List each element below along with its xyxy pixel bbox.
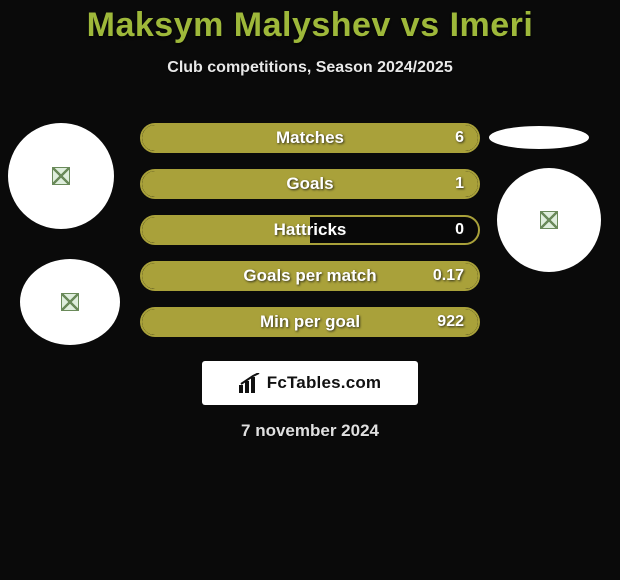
stat-value: 0.17 — [433, 267, 464, 285]
brand-text: FcTables.com — [267, 373, 382, 393]
stat-value: 1 — [455, 175, 464, 193]
stat-value: 922 — [437, 313, 464, 331]
stat-value: 0 — [455, 221, 464, 239]
stat-label: Hattricks — [274, 220, 347, 240]
avatar-placeholder-left-1 — [8, 123, 114, 229]
broken-image-icon — [52, 167, 70, 185]
broken-image-icon — [540, 211, 558, 229]
stat-row: Min per goal 922 — [140, 307, 480, 337]
avatar-placeholder-left-2 — [20, 259, 120, 345]
stat-row: Hattricks 0 — [140, 215, 480, 245]
broken-image-icon — [61, 293, 79, 311]
date-text: 7 november 2024 — [0, 421, 620, 441]
page-subtitle: Club competitions, Season 2024/2025 — [0, 59, 620, 77]
stat-row: Matches 6 — [140, 123, 480, 153]
stat-row: Goals per match 0.17 — [140, 261, 480, 291]
bars-icon — [239, 373, 261, 393]
stat-row: Goals 1 — [140, 169, 480, 199]
stat-label: Matches — [276, 128, 344, 148]
stat-label: Goals — [286, 174, 333, 194]
avatar-placeholder-right-ellipse — [489, 126, 589, 149]
avatar-placeholder-right-1 — [497, 168, 601, 272]
page-title: Maksym Malyshev vs Imeri — [0, 0, 620, 45]
stat-value: 6 — [455, 129, 464, 147]
brand-badge: FcTables.com — [202, 361, 418, 405]
stats-panel: Matches 6 Goals 1 Hattricks 0 Goals per match 0… — [140, 123, 480, 337]
stat-label: Min per goal — [260, 312, 360, 332]
stat-label: Goals per match — [243, 266, 376, 286]
